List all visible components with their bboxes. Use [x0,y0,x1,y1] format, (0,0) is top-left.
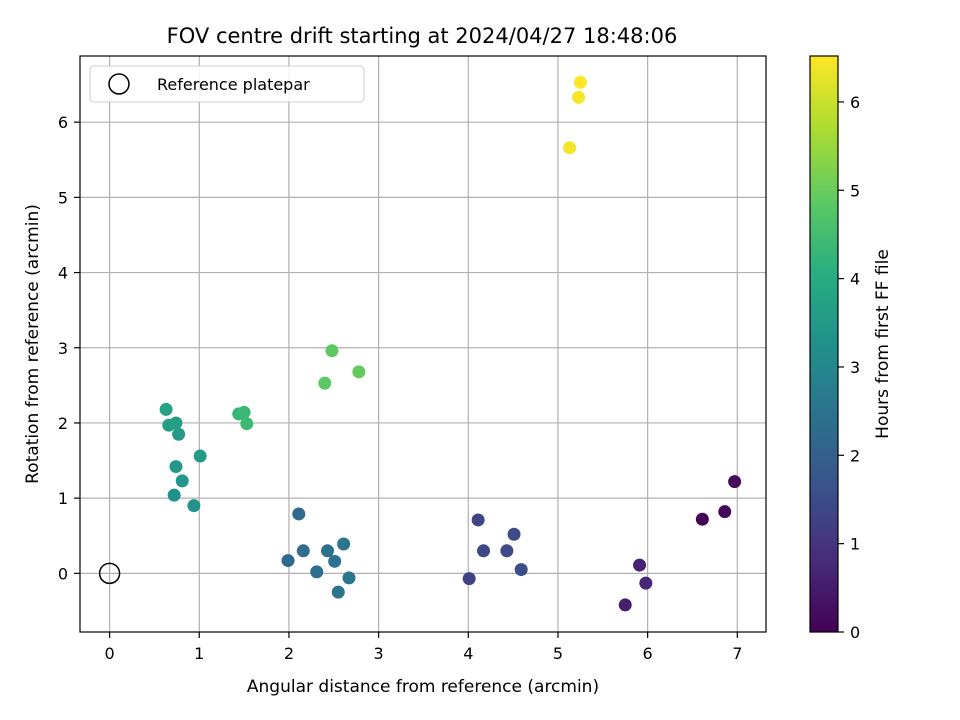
y-axis-ticks: 0 1 2 3 4 5 6 [58,113,80,583]
scatter-point [193,449,207,463]
scatter-point [292,507,306,521]
scatter-point [331,585,345,599]
scatter-point [328,554,342,568]
y-tick-label: 2 [58,414,68,433]
scatter-point [618,598,632,612]
scatter-point [471,513,485,527]
colorbar-label: Hours from first FF file [873,249,893,439]
legend-marker-open-circle [108,73,130,95]
scatter-point [310,565,324,579]
x-tick-label: 5 [553,644,563,663]
scatter-point [159,402,173,416]
y-tick-label: 3 [58,339,68,358]
colorbar-tick-label: 2 [850,446,860,465]
legend: Reference platepar [89,65,365,103]
scatter-point [296,544,310,558]
y-tick-label: 4 [58,264,68,283]
chart-title: FOV centre drift starting at 2024/04/27 … [167,24,678,48]
scatter-point [281,554,295,568]
colorbar-tick-label: 3 [850,358,860,377]
y-tick-label: 0 [58,564,68,583]
x-tick-label: 6 [643,644,653,663]
colorbar-tick-label: 6 [850,93,860,112]
y-tick-label: 1 [58,489,68,508]
scatter-point [169,460,183,474]
y-tick-label: 6 [58,113,68,132]
scatter-point [175,474,189,488]
scatter-point [318,376,332,390]
legend-box [89,65,365,103]
scatter-point [325,344,339,358]
scatter-point [352,365,366,379]
x-axis-label: Angular distance from reference (arcmin) [247,677,599,697]
scatter-point [633,558,647,572]
scatter-point [573,75,587,89]
legend-label: Reference platepar [157,75,310,94]
x-tick-label: 7 [732,644,742,663]
scatter-point [477,544,491,558]
x-tick-label: 3 [374,644,384,663]
x-tick-label: 2 [284,644,294,663]
colorbar-tick-label: 0 [850,623,860,642]
scatter-point [572,90,586,104]
colorbar: 0 1 2 3 4 5 6 Hours from first FF file [809,55,893,642]
scatter-point [514,563,528,577]
scatter-point [337,537,351,551]
scatter-point [728,475,742,489]
scatter-point [169,416,183,430]
scatter-point [718,505,732,519]
scatter-point [507,527,521,541]
scatter-point [187,499,201,513]
x-tick-label: 1 [194,644,204,663]
scatter-point [172,427,186,441]
scatter-point [237,405,251,419]
colorbar-frame [809,55,839,633]
scatter-point [320,544,334,558]
reference-platepar-marker [98,562,121,585]
scatter-point [462,572,476,586]
scatter-point [695,512,709,526]
colorbar-ticks: 0 1 2 3 4 5 6 [838,93,860,642]
scatter-points [98,75,742,612]
x-tick-label: 4 [463,644,473,663]
scatter-point [240,417,254,431]
colorbar-tick-label: 4 [850,270,860,289]
y-tick-label: 5 [58,188,68,207]
colorbar-gradient [810,56,838,632]
colorbar-tick-label: 1 [850,535,860,554]
scatter-point [500,544,514,558]
x-axis-ticks: 0 1 2 3 4 5 6 7 [104,632,742,663]
grid-lines [80,56,766,632]
y-axis-label: Rotation from reference (arcmin) [23,204,43,484]
colorbar-tick-label: 5 [850,181,860,200]
plot-frame [79,55,767,633]
scatter-point [639,576,653,590]
scatter-point [563,141,577,155]
scatter-point [342,571,356,585]
x-tick-label: 0 [104,644,114,663]
scatter-point [167,488,181,502]
